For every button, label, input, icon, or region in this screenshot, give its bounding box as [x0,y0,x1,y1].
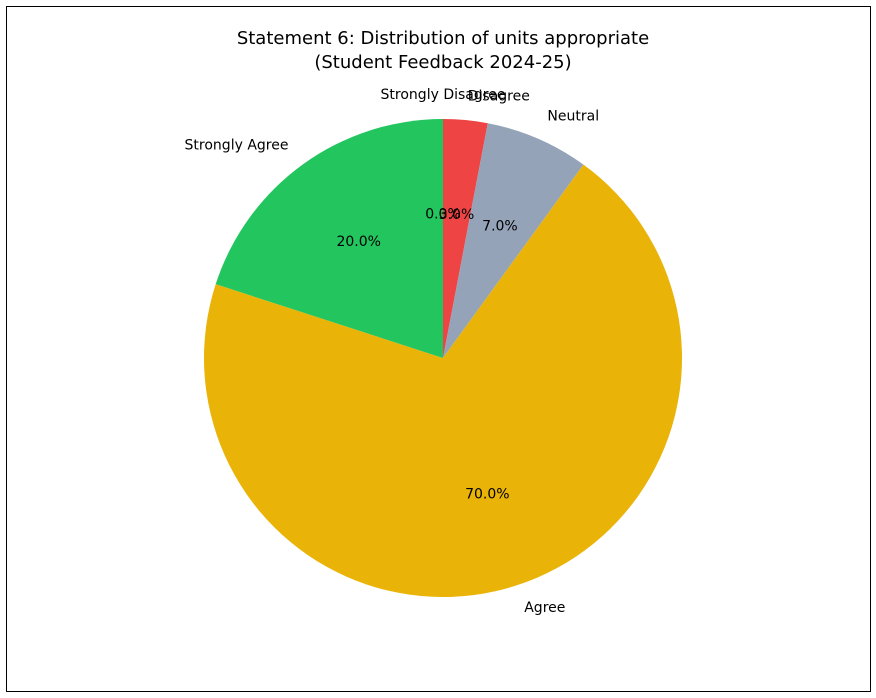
category-label-agree: Agree [524,600,565,616]
pct-label-agree: 70.0% [465,486,509,502]
pie-slices [204,118,682,597]
category-label-disagree: Disagree [468,88,530,104]
category-label-strongly-agree: Strongly Agree [185,137,289,153]
pct-label-strongly-agree: 20.0% [336,234,380,250]
pct-label-strongly-disagree: 0.0% [425,207,461,223]
chart-subtitle: (Student Feedback 2024-25) [314,52,571,73]
pie-slice-neutral [443,123,584,359]
category-label-strongly-disagree: Strongly Disagree [381,87,506,103]
pie-slice-agree [204,164,682,597]
pie-slice-strongly-agree [215,118,443,358]
pie-labels: 0.0% Strongly Disagree 3.0% Disagree 7.0% Neu… [185,87,600,616]
pie-slice-disagree [443,119,488,358]
category-label-neutral: Neutral [547,109,599,125]
chart-title: Statement 6: Distribution of units appro… [237,28,649,49]
pct-label-neutral: 7.0% [482,218,518,234]
pct-label-disagree: 3.0% [439,207,475,223]
